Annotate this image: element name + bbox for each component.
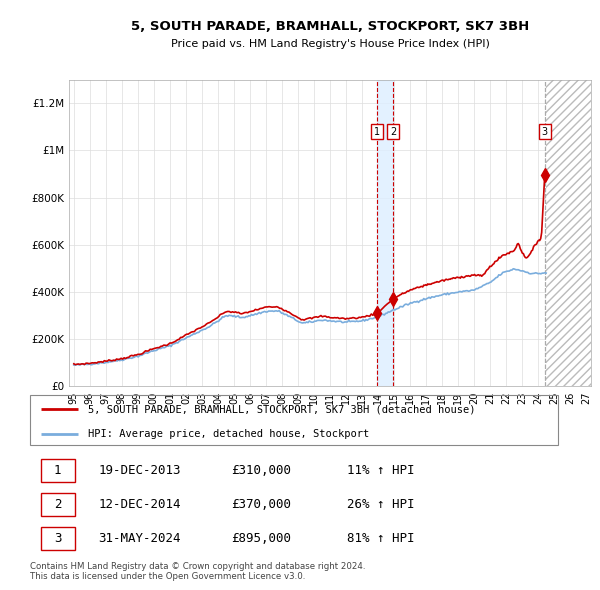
Text: 31-MAY-2024: 31-MAY-2024 [98,532,181,545]
Text: 12-DEC-2014: 12-DEC-2014 [98,498,181,511]
Bar [546,80,594,386]
Text: 5, SOUTH PARADE, BRAMHALL, STOCKPORT, SK7 3BH (detached house): 5, SOUTH PARADE, BRAMHALL, STOCKPORT, SK… [88,404,476,414]
Text: 81% ↑ HPI: 81% ↑ HPI [347,532,415,545]
Text: Price paid vs. HM Land Registry's House Price Index (HPI): Price paid vs. HM Land Registry's House … [170,40,490,49]
Text: 19-DEC-2013: 19-DEC-2013 [98,464,181,477]
Bar [41,493,75,516]
Text: 1: 1 [374,127,380,136]
Text: 11% ↑ HPI: 11% ↑ HPI [347,464,415,477]
Text: £895,000: £895,000 [230,532,290,545]
Text: 5, SOUTH PARADE, BRAMHALL, STOCKPORT, SK7 3BH: 5, SOUTH PARADE, BRAMHALL, STOCKPORT, SK… [131,20,529,33]
Text: 26% ↑ HPI: 26% ↑ HPI [347,498,415,511]
Text: 1: 1 [54,464,61,477]
Text: £370,000: £370,000 [230,498,290,511]
Text: 3: 3 [542,127,548,136]
Bar [41,527,75,550]
Text: 2: 2 [390,127,397,136]
Text: 2: 2 [54,498,61,511]
Bar [41,459,75,482]
Text: 3: 3 [54,532,61,545]
Text: HPI: Average price, detached house, Stockport: HPI: Average price, detached house, Stoc… [88,430,370,440]
Bar [377,80,393,386]
Text: £310,000: £310,000 [230,464,290,477]
Text: Contains HM Land Registry data © Crown copyright and database right 2024.
This d: Contains HM Land Registry data © Crown c… [30,562,365,581]
